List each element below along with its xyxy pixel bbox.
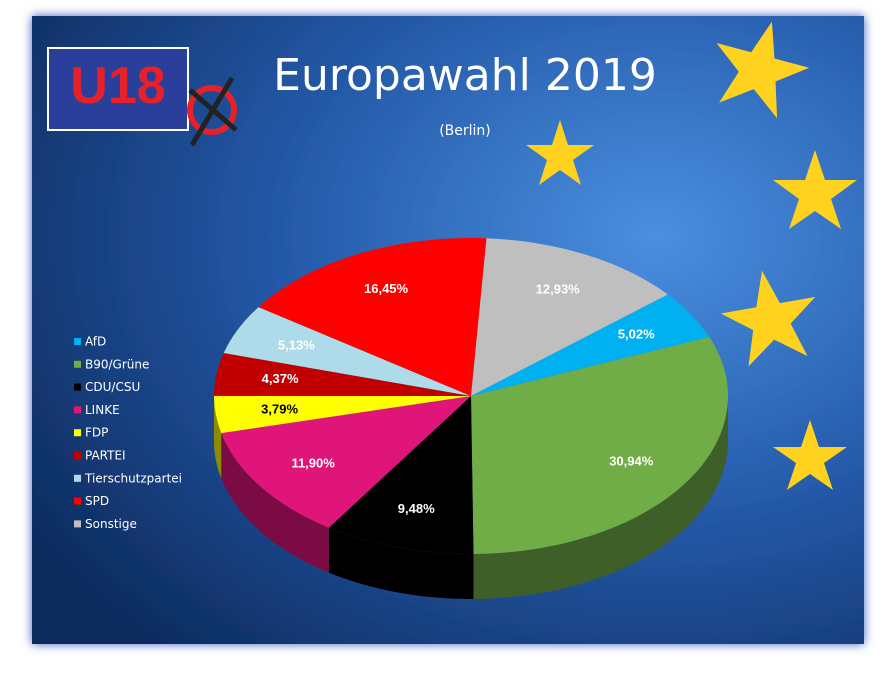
legend-label: Tierschutzpartei <box>84 471 182 485</box>
legend-swatch <box>74 406 81 414</box>
logo-text: U18 <box>70 57 165 115</box>
slice <box>471 294 710 396</box>
legend-label: PARTEI <box>85 449 126 463</box>
value-label: 4,37% <box>262 371 299 386</box>
legend-swatch <box>74 338 81 345</box>
legend-swatch <box>74 520 81 528</box>
chart-subtitle: (Berlin) <box>439 123 491 139</box>
legend-label: FDP <box>85 426 108 440</box>
legend-swatch <box>74 429 81 437</box>
value-label: 5,13% <box>278 337 315 352</box>
slice <box>328 396 474 555</box>
slice-side <box>221 433 329 573</box>
slice-side <box>214 396 222 479</box>
value-label: 30,94% <box>609 453 654 468</box>
logo: U18 <box>47 47 238 147</box>
value-label: 16,45% <box>364 281 409 296</box>
slice <box>221 396 471 528</box>
legend: AfD B90/Grüne CDU/CSU LINKE FDP PARTEI Tiersch… <box>74 335 182 531</box>
slice <box>471 238 668 396</box>
legend-label: B90/Grüne <box>85 357 149 371</box>
value-label: 12,93% <box>536 282 581 297</box>
slice-side <box>328 527 474 599</box>
legend-swatch <box>74 360 81 368</box>
legend-label: LINKE <box>85 403 120 417</box>
legend-swatch <box>74 474 81 482</box>
legend-label: Sonstige <box>85 517 137 531</box>
slice <box>223 307 471 396</box>
legend-label: CDU/CSU <box>85 380 140 394</box>
legend-swatch <box>74 383 81 391</box>
slice <box>214 395 471 434</box>
legend-label: AfD <box>85 335 106 349</box>
pie: 5,02% 30,94% 9,48% 11,90% 3,79% 4,37% 5,13% 16,… <box>214 238 728 599</box>
slice <box>214 353 472 396</box>
slice <box>258 238 487 396</box>
slice <box>471 336 728 554</box>
value-label: 9,48% <box>398 501 435 516</box>
slice-side <box>473 396 728 599</box>
stars <box>526 21 857 490</box>
legend-swatch <box>74 497 81 505</box>
value-label: 11,90% <box>291 455 335 470</box>
legend-swatch <box>74 452 81 459</box>
value-label: 3,79% <box>261 401 298 416</box>
value-label: 5,02% <box>618 326 655 341</box>
chart-title: Europawahl 2019 <box>273 50 657 101</box>
legend-label: SPD <box>85 494 109 508</box>
